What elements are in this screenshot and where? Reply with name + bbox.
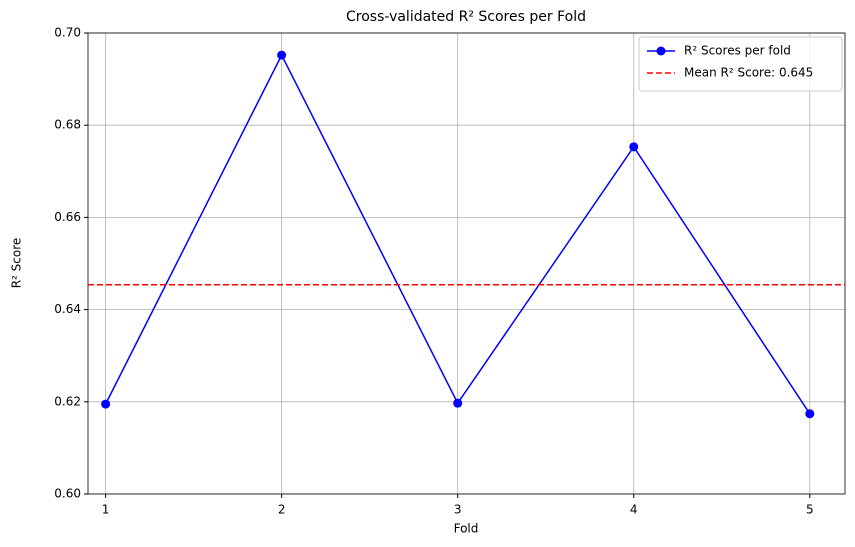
x-tick-label: 3: [454, 503, 462, 517]
y-tick-label: 0.66: [54, 210, 81, 224]
legend-marker: [656, 46, 666, 56]
x-tick-label: 5: [806, 503, 814, 517]
data-point: [453, 398, 463, 408]
legend-box: [638, 36, 843, 92]
y-tick-label: 0.64: [54, 302, 81, 316]
legend-label: R² Scores per fold: [684, 44, 791, 58]
plot-frame: [87, 32, 846, 495]
chart-title: Cross-validated R² Scores per Fold: [346, 9, 586, 25]
y-tick-label: 0.68: [54, 118, 81, 132]
data-point: [629, 142, 639, 152]
data-point: [277, 50, 287, 60]
x-axis-label: Fold: [454, 522, 479, 536]
y-tick-label: 0.60: [54, 487, 81, 501]
data-point: [101, 399, 111, 409]
data-point: [805, 409, 815, 419]
x-tick-label: 4: [630, 503, 638, 517]
x-tick-label: 1: [102, 503, 110, 517]
y-tick-label: 0.70: [54, 26, 81, 40]
y-axis-label: R² Score: [10, 238, 24, 289]
legend-label: Mean R² Score: 0.645: [684, 66, 813, 80]
x-tick-label: 2: [278, 503, 286, 517]
y-tick-label: 0.62: [54, 394, 81, 408]
